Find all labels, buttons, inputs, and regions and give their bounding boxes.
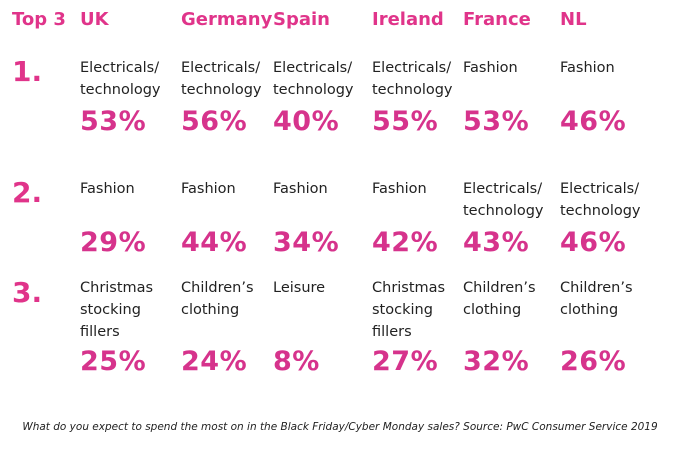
category-label-line: Fashion	[372, 181, 427, 197]
corner-label: Top 3	[12, 9, 66, 30]
category-label-line: fillers	[372, 324, 412, 340]
category-label: Children’s clothing	[181, 277, 254, 321]
category-label-line: Fashion	[80, 181, 135, 197]
percentage-value: 46%	[560, 106, 627, 137]
percentage-value: 53%	[463, 106, 530, 137]
category-label-line: Children’s	[463, 280, 536, 296]
category-label: Fashion	[273, 178, 328, 200]
category-label-line: stocking	[372, 302, 433, 318]
category-label-line: technology	[560, 203, 641, 219]
category-label: Children’s clothing	[560, 277, 633, 321]
category-label-line: technology	[181, 82, 262, 98]
column-header-nl: NL	[560, 9, 587, 30]
category-label-line: technology	[80, 82, 161, 98]
category-label-line: technology	[463, 203, 544, 219]
percentage-value: 43%	[463, 227, 530, 258]
category-label: Electricals/technology	[273, 57, 354, 101]
rank-label-3: 3.	[12, 276, 43, 309]
category-label-line: Electricals/	[273, 60, 353, 76]
percentage-value: 34%	[273, 227, 340, 258]
percentage-value: 32%	[463, 346, 530, 377]
category-label: Fashion	[181, 178, 236, 200]
category-label: Fashion	[560, 57, 615, 79]
percentage-value: 53%	[80, 106, 147, 137]
category-label: Fashion	[372, 178, 427, 200]
percentage-value: 8%	[273, 346, 320, 377]
percentage-value: 40%	[273, 106, 340, 137]
column-header-uk: UK	[80, 9, 109, 30]
category-label: Electricals/technology	[80, 57, 161, 101]
percentage-value: 29%	[80, 227, 147, 258]
category-label-line: Electricals/	[372, 60, 452, 76]
category-label-line: clothing	[181, 302, 240, 318]
category-label: Christmas stocking fillers	[372, 277, 445, 343]
category-label: Fashion	[463, 57, 518, 79]
rank-label-2: 2.	[12, 176, 43, 209]
column-header-france: France	[463, 9, 531, 30]
percentage-value: 25%	[80, 346, 147, 377]
category-label-line: clothing	[463, 302, 522, 318]
category-label-line: Electricals/	[181, 60, 261, 76]
category-label-line: stocking	[80, 302, 141, 318]
category-label-line: Electricals/	[463, 181, 543, 197]
category-label-line: Fashion	[560, 60, 615, 76]
percentage-value: 46%	[560, 227, 627, 258]
category-label-line: Leisure	[273, 280, 326, 296]
column-header-germany: Germany	[181, 9, 273, 30]
category-label: Leisure	[273, 277, 325, 299]
category-label: Children’s clothing	[463, 277, 536, 321]
category-label-line: fillers	[80, 324, 120, 340]
percentage-value: 56%	[181, 106, 248, 137]
category-label-line: clothing	[560, 302, 619, 318]
percentage-value: 42%	[372, 227, 439, 258]
category-label: Electricals/technology	[372, 57, 453, 101]
footnote: What do you expect to spend the most on …	[22, 421, 658, 433]
category-label-line: technology	[372, 82, 453, 98]
category-label: Electricals/technology	[560, 178, 641, 222]
category-label-line: Fashion	[463, 60, 518, 76]
category-label-line: Children’s	[560, 280, 633, 296]
category-label-line: Electricals/	[80, 60, 160, 76]
percentage-value: 27%	[372, 346, 439, 377]
category-label-line: technology	[273, 82, 354, 98]
rank-label-1: 1.	[12, 55, 43, 88]
percentage-value: 24%	[181, 346, 248, 377]
category-label-line: Fashion	[273, 181, 328, 197]
category-label: Fashion	[80, 178, 135, 200]
category-label: Electricals/technology	[463, 178, 544, 222]
column-header-spain: Spain	[273, 9, 330, 30]
category-label-line: Children’s	[181, 280, 254, 296]
category-label: Electricals/technology	[181, 57, 262, 101]
category-label-line: Electricals/	[560, 181, 640, 197]
percentage-value: 26%	[560, 346, 627, 377]
category-label-line: Fashion	[181, 181, 236, 197]
column-header-ireland: Ireland	[372, 9, 444, 30]
category-label-line: Christmas	[372, 280, 446, 296]
percentage-value: 44%	[181, 227, 248, 258]
percentage-value: 55%	[372, 106, 439, 137]
category-label-line: Christmas	[80, 280, 154, 296]
category-label: Christmas stocking fillers	[80, 277, 153, 343]
